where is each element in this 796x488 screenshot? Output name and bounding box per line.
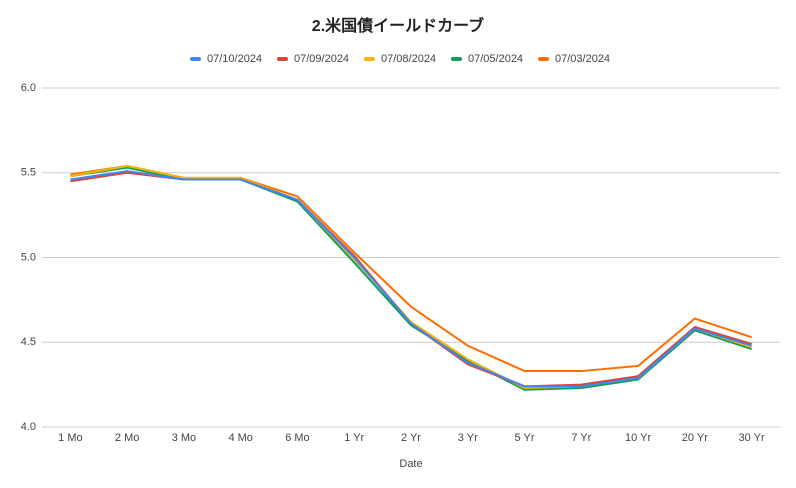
- x-tick-label: 3 Mo: [172, 432, 196, 444]
- x-tick-label: 5 Yr: [515, 432, 535, 444]
- y-tick-label: 4.5: [21, 336, 36, 348]
- legend-label: 07/05/2024: [468, 53, 523, 65]
- legend-label: 07/03/2024: [555, 53, 610, 65]
- x-tick-label: 30 Yr: [739, 432, 765, 444]
- legend-swatch: [364, 57, 375, 61]
- x-tick-label: 1 Yr: [344, 432, 364, 444]
- x-tick-label: 1 Mo: [58, 432, 82, 444]
- x-axis-label: Date: [399, 458, 422, 470]
- legend-label: 07/10/2024: [207, 53, 262, 65]
- x-tick-label: 4 Mo: [228, 432, 252, 444]
- legend-swatch: [277, 57, 288, 61]
- legend-label: 07/08/2024: [381, 53, 436, 65]
- x-tick-label: 2 Mo: [115, 432, 139, 444]
- x-tick-label: 2 Yr: [401, 432, 421, 444]
- legend-label: 07/09/2024: [294, 53, 349, 65]
- y-tick-label: 5.5: [21, 167, 36, 179]
- x-tick-label: 7 Yr: [571, 432, 591, 444]
- legend-swatch: [451, 57, 462, 61]
- x-tick-label: 6 Mo: [285, 432, 309, 444]
- x-tick-label: 3 Yr: [458, 432, 478, 444]
- y-tick-label: 6.0: [21, 82, 36, 94]
- chart-title: 2.米国債イールドカーブ: [312, 16, 484, 35]
- legend-swatch: [190, 57, 201, 61]
- x-tick-label: 10 Yr: [625, 432, 651, 444]
- x-tick-label: 20 Yr: [682, 432, 708, 444]
- legend-swatch: [538, 57, 549, 61]
- y-tick-label: 5.0: [21, 251, 36, 263]
- y-tick-label: 4.0: [21, 421, 36, 433]
- series-line: [70, 170, 752, 388]
